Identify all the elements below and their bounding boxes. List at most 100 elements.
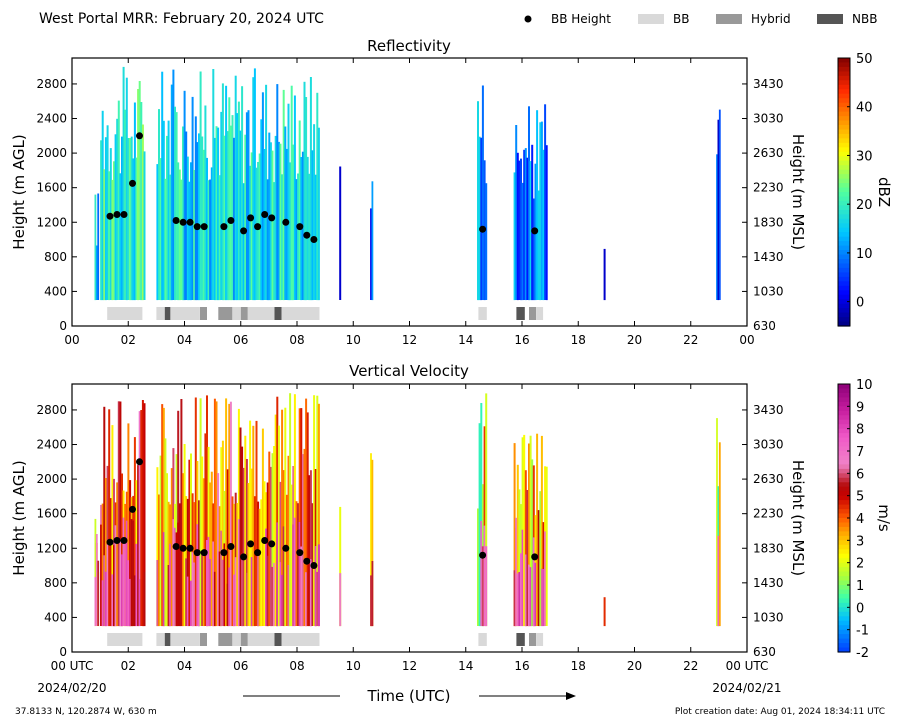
- bb-height-point: [303, 557, 311, 565]
- bb-height-point: [193, 549, 201, 557]
- colorbar-tick-label: 7: [856, 445, 864, 460]
- echo-column: [545, 145, 548, 301]
- legend-label-bb: BB: [673, 12, 689, 26]
- echo-column: [261, 428, 264, 626]
- echo-column: [97, 193, 100, 300]
- echo-column-lowlevel: [309, 559, 312, 627]
- colorbar-tick-label: 2: [856, 557, 864, 572]
- bb-height-point: [106, 212, 114, 220]
- echo-column: [257, 162, 260, 300]
- classification-bar-bb: [536, 307, 544, 320]
- echo-column-lowlevel: [124, 543, 127, 626]
- colorbar-step: [838, 446, 850, 452]
- echo-column: [716, 418, 718, 627]
- echo-column: [121, 136, 123, 300]
- echo-column: [253, 68, 256, 301]
- colorbar-step: [838, 388, 850, 394]
- classification-bar-hybrid: [240, 633, 248, 646]
- echo-column-lowlevel: [273, 562, 276, 626]
- classification-bar-hybrid: [529, 633, 536, 646]
- y-tick-label: 1600: [36, 507, 67, 521]
- y-tick-label: 1600: [36, 181, 67, 195]
- colorbar-step: [838, 62, 850, 68]
- x-tick-label: 10: [346, 333, 361, 347]
- echo-column: [528, 443, 530, 627]
- echo-segment: [477, 393, 488, 627]
- echo-column-lowlevel: [534, 562, 537, 627]
- echo-column: [221, 440, 224, 626]
- echo-column: [523, 149, 526, 300]
- classification-bar-bb: [156, 633, 165, 646]
- colorbar-step: [838, 107, 850, 113]
- echo-column: [289, 162, 292, 301]
- echo-column: [513, 443, 516, 627]
- echo-column: [229, 401, 232, 627]
- echo-column: [718, 442, 721, 627]
- echo-column: [281, 174, 284, 300]
- echo-column: [263, 481, 266, 626]
- echo-column: [221, 83, 224, 301]
- bb-height-point: [261, 537, 269, 544]
- colorbar-step: [838, 196, 850, 202]
- echo-column: [170, 84, 173, 301]
- colorbar-step: [838, 428, 850, 434]
- echo-column-lowlevel: [276, 522, 279, 627]
- echo-column: [158, 494, 160, 627]
- echo-column: [306, 156, 309, 300]
- echo-column: [226, 131, 229, 301]
- x-tick-label: 18: [571, 659, 586, 673]
- echo-column: [207, 180, 210, 301]
- echo-column: [528, 106, 530, 301]
- echo-column-lowlevel: [220, 530, 223, 627]
- echo-column-lowlevel: [282, 526, 285, 626]
- echo-column: [526, 490, 529, 627]
- y2-tick-label: 2230: [753, 181, 784, 195]
- colorbar-tick-label: 3: [856, 534, 864, 549]
- colorbar-step: [838, 290, 850, 296]
- colorbar-step: [838, 459, 850, 465]
- colorbar-step: [838, 531, 850, 537]
- y-tick-label: 800: [44, 576, 67, 590]
- echo-column: [127, 423, 130, 627]
- echo-column: [215, 401, 218, 627]
- echo-column-lowlevel: [172, 519, 175, 627]
- colorbar-step: [838, 165, 850, 171]
- classification-bar-hybrid: [529, 307, 536, 320]
- bb-height-point: [129, 505, 136, 513]
- echo-column-lowlevel: [190, 580, 192, 626]
- echo-column: [206, 157, 208, 300]
- bb-height-point: [220, 549, 228, 557]
- echo-column: [252, 77, 255, 301]
- y-tick-label: 800: [44, 250, 67, 264]
- echo-segment: [339, 506, 342, 627]
- bb-height-point: [200, 223, 208, 231]
- velocity-y2label: Height (m MSL): [789, 460, 807, 576]
- colorbar-tick-label: 10: [856, 247, 873, 262]
- colorbar-step: [838, 567, 850, 573]
- bb-height-point: [193, 223, 201, 231]
- echo-column-lowlevel: [250, 557, 253, 627]
- classification-bar-hybrid: [218, 307, 233, 320]
- colorbar-step: [838, 156, 850, 162]
- echo-column: [276, 84, 279, 300]
- echo-column: [301, 454, 304, 627]
- echo-column: [129, 480, 132, 627]
- echo-column-lowlevel: [287, 564, 290, 626]
- bb-height-point: [200, 549, 208, 557]
- x-tick-label: 12: [402, 333, 417, 347]
- echo-column-lowlevel: [515, 517, 518, 626]
- echo-column-lowlevel: [317, 544, 320, 627]
- colorbar-step: [838, 607, 850, 613]
- colorbar-tick-label: -1: [856, 624, 869, 639]
- x-tick-label: 22: [683, 333, 698, 347]
- echo-column: [177, 162, 180, 301]
- echo-column: [524, 470, 527, 627]
- colorbar-step: [838, 89, 850, 95]
- echo-column-lowlevel: [191, 552, 194, 627]
- y-tick-label: 400: [44, 284, 67, 298]
- x-tick-label: 08: [289, 659, 304, 673]
- bb-height-point: [129, 179, 136, 187]
- echo-segment: [339, 166, 342, 300]
- echo-column-lowlevel: [175, 532, 178, 627]
- echo-column-lowlevel: [293, 517, 296, 627]
